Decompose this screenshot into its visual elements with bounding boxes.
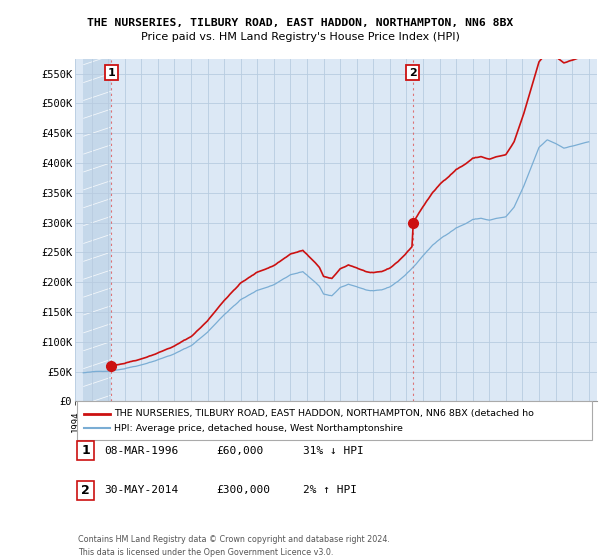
- Text: 1: 1: [107, 68, 115, 77]
- Text: HPI: Average price, detached house, West Northamptonshire: HPI: Average price, detached house, West…: [114, 424, 403, 433]
- Text: 1: 1: [81, 444, 90, 457]
- Text: £300,000: £300,000: [216, 486, 270, 496]
- Text: 08-MAR-1996: 08-MAR-1996: [104, 446, 179, 456]
- Text: £60,000: £60,000: [216, 446, 263, 456]
- Text: 30-MAY-2014: 30-MAY-2014: [104, 486, 179, 496]
- Text: 31% ↓ HPI: 31% ↓ HPI: [303, 446, 364, 456]
- Bar: [77, 481, 94, 500]
- Bar: [77, 402, 592, 440]
- Text: Contains HM Land Registry data © Crown copyright and database right 2024.
This d: Contains HM Land Registry data © Crown c…: [79, 535, 391, 557]
- Bar: [83, 59, 111, 402]
- Text: THE NURSERIES, TILBURY ROAD, EAST HADDON, NORTHAMPTON, NN6 8BX: THE NURSERIES, TILBURY ROAD, EAST HADDON…: [87, 18, 513, 28]
- Text: THE NURSERIES, TILBURY ROAD, EAST HADDON, NORTHAMPTON, NN6 8BX (detached ho: THE NURSERIES, TILBURY ROAD, EAST HADDON…: [114, 409, 534, 418]
- Text: Price paid vs. HM Land Registry's House Price Index (HPI): Price paid vs. HM Land Registry's House …: [140, 32, 460, 42]
- Text: 2: 2: [409, 68, 416, 77]
- Text: 2% ↑ HPI: 2% ↑ HPI: [303, 486, 357, 496]
- Bar: [77, 441, 94, 460]
- Text: 2: 2: [81, 484, 90, 497]
